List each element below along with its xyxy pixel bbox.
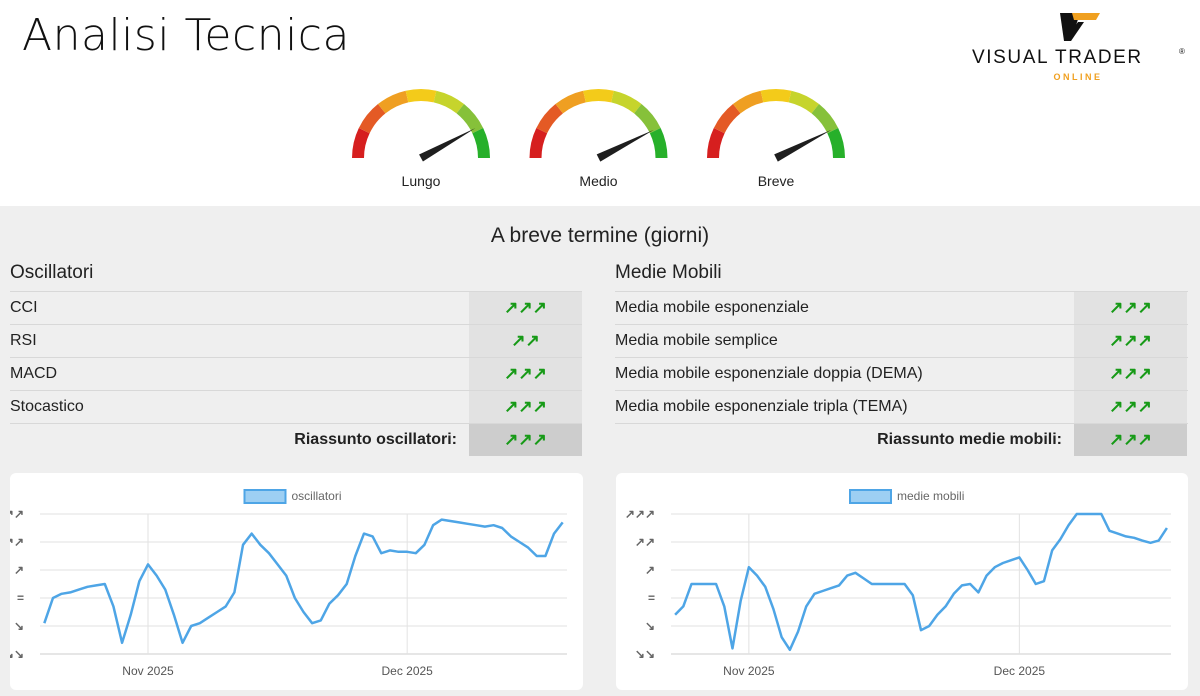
gauge-segment — [732, 90, 764, 114]
panel-title: Oscillatori — [10, 262, 94, 283]
row-divider — [615, 324, 1188, 325]
y-tick-label: = — [17, 591, 24, 605]
y-tick-label: ↘↘ — [10, 647, 24, 661]
y-tick-label: ↘ — [645, 619, 655, 633]
gauge-label: Breve — [758, 173, 795, 189]
row-divider — [10, 423, 582, 424]
signal-cell: ↗↗↗ — [1074, 292, 1187, 324]
indicator-name: Media mobile esponenziale — [615, 299, 809, 316]
row-divider — [10, 324, 582, 325]
gauge-needle — [419, 128, 476, 162]
gauge-label: Lungo — [402, 173, 441, 189]
signal-cell: ↗↗ — [469, 325, 582, 357]
data-line — [674, 512, 1168, 652]
signal-cell: ↗↗↗ — [1074, 358, 1187, 390]
row-divider — [615, 390, 1188, 391]
indicator-name: Media mobile esponenziale tripla (TEMA) — [615, 398, 908, 415]
gauge-needle — [774, 129, 832, 162]
x-tick-label: Dec 2025 — [994, 664, 1046, 678]
gauge-needle — [596, 129, 654, 162]
gauge-label: Medio — [579, 173, 617, 189]
legend-label: medie mobili — [897, 489, 964, 503]
summary-label: Riassunto medie mobili: — [877, 431, 1062, 448]
gauge-segment — [707, 128, 725, 158]
signal-cell: ↗↗↗ — [469, 391, 582, 423]
logo-sub: ONLINE — [1053, 72, 1102, 82]
row-divider — [615, 291, 1188, 292]
indicator-name: CCI — [10, 299, 38, 316]
gauge-segment — [611, 90, 642, 114]
gauge-segment — [713, 104, 741, 134]
row-divider — [10, 390, 582, 391]
indicator-name: Media mobile semplice — [615, 332, 778, 349]
gauge-segment — [634, 104, 661, 134]
row-divider — [10, 291, 582, 292]
logo-mark — [1064, 22, 1084, 41]
chart-card — [616, 473, 1188, 690]
gauge-segment — [583, 89, 614, 103]
x-tick-label: Nov 2025 — [122, 664, 174, 678]
summary-signal: ↗↗↗ — [1074, 424, 1187, 456]
logo: VISUAL TRADER ® ONLINE — [972, 13, 1185, 82]
gauge-segment — [827, 128, 845, 158]
gauge-segment — [649, 128, 668, 158]
gauge-segment — [377, 90, 409, 114]
gauge-segment — [433, 90, 465, 114]
gauge-segment — [472, 128, 490, 158]
legend-swatch — [849, 489, 892, 504]
row-divider — [615, 423, 1188, 424]
indicator-name: RSI — [10, 332, 37, 349]
legend-swatch — [243, 489, 287, 504]
gauge-segment — [352, 128, 370, 158]
y-tick-label: ↘ — [14, 619, 24, 633]
signal-cell: ↗↗↗ — [469, 358, 582, 390]
chart-card — [10, 473, 583, 690]
signal-cell: ↗↗↗ — [469, 292, 582, 324]
signal-cell: ↗↗↗ — [1074, 325, 1187, 357]
y-tick-label: ↘↘ — [635, 647, 655, 661]
summary-signal: ↗↗↗ — [469, 424, 582, 456]
y-tick-label: ↗ — [14, 563, 24, 577]
y-tick-label: = — [648, 591, 655, 605]
legend-label: oscillatori — [292, 489, 342, 503]
y-tick-label: ↗↗ — [10, 535, 24, 549]
y-tick-label: ↗↗↗ — [10, 507, 24, 521]
logo-brand: VISUAL TRADER — [972, 47, 1143, 68]
gauge-segment — [405, 89, 437, 103]
logo-trademark: ® — [1179, 47, 1185, 56]
x-tick-label: Dec 2025 — [381, 664, 433, 678]
summary-label: Riassunto oscillatori: — [294, 431, 457, 448]
gauge-segment — [358, 104, 386, 134]
x-tick-label: Nov 2025 — [723, 664, 775, 678]
gauge-segment — [555, 90, 586, 114]
gauge-segment — [536, 104, 563, 134]
page-title: Analisi Tecnica — [22, 10, 350, 61]
y-tick-label: ↗↗ — [635, 535, 655, 549]
gauge-segment — [811, 104, 839, 134]
data-line — [43, 518, 564, 645]
gauge-segment — [788, 90, 820, 114]
y-tick-label: ↗ — [645, 563, 655, 577]
gauge-segment — [529, 128, 548, 158]
y-tick-label: ↗↗↗ — [625, 507, 655, 521]
logo-mark — [1072, 13, 1100, 20]
section-title: A breve termine (giorni) — [490, 224, 710, 247]
gauge-segment — [760, 89, 792, 103]
row-divider — [10, 357, 582, 358]
row-divider — [615, 357, 1188, 358]
panel-title: Medie Mobili — [615, 262, 722, 283]
indicator-name: Stocastico — [10, 398, 84, 415]
signal-cell: ↗↗↗ — [1074, 391, 1187, 423]
gauge-segment — [456, 104, 484, 134]
indicator-name: MACD — [10, 365, 58, 382]
indicator-name: Media mobile esponenziale doppia (DEMA) — [615, 365, 923, 382]
gauges: Lungo Medio Breve — [352, 89, 845, 189]
